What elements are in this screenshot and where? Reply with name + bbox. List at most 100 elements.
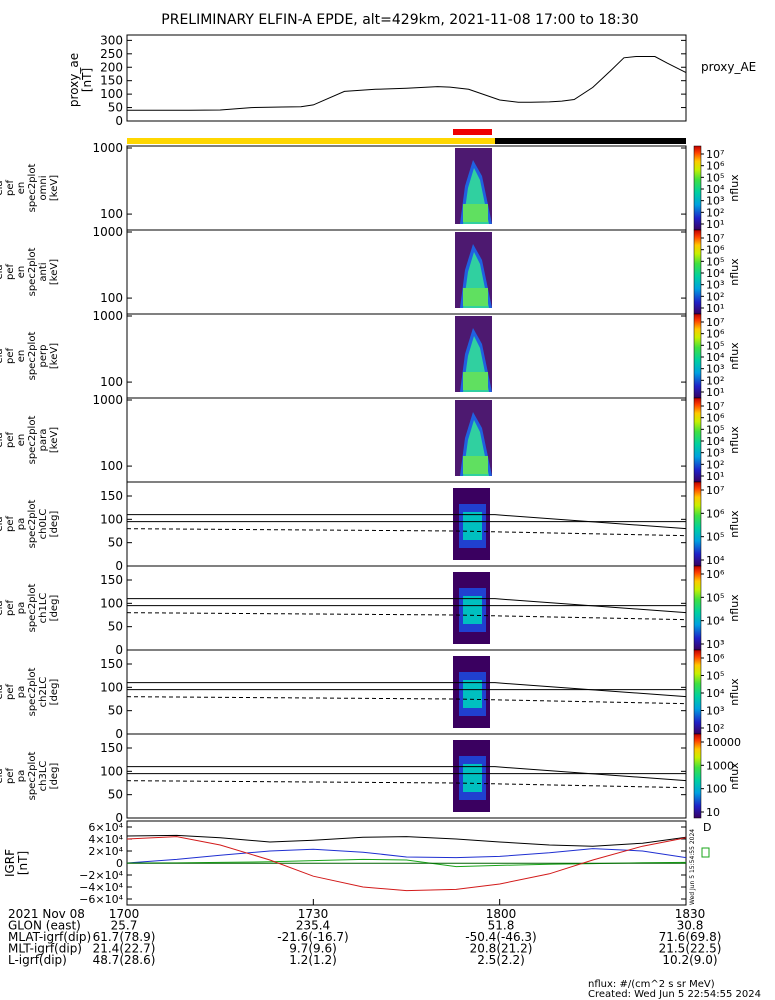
colorbar-tick-label: 10² (706, 374, 724, 387)
panel-anti: 1001000elapefenspec2plotanti[keV]10⁷10⁶1… (0, 225, 741, 315)
y-tick-label: 50 (108, 536, 123, 550)
y-tick-label: 1000 (92, 141, 123, 155)
ylabel-line: spec2plot (27, 584, 38, 633)
anti-loss-cone-line (126, 612, 687, 621)
y-tick-label: 0 (115, 811, 123, 825)
flux-peak (463, 456, 488, 474)
igrf-series (126, 834, 687, 905)
panel-ylabel: elapefpaspec2plotch0LC[deg] (0, 500, 60, 549)
igrf-tick-label: 0 (116, 857, 123, 870)
colorbar-tick-label: 100 (706, 783, 727, 796)
colorbar-tick-label: 10⁴ (706, 435, 725, 448)
panel-para: 1001000elapefenspec2plotpara[keV]10⁷10⁶1… (0, 393, 741, 483)
ylabel-line: pef (5, 516, 16, 533)
y-tick-label: 150 (100, 573, 123, 587)
colorbar-tick-label: 10⁵ (706, 591, 724, 604)
footer-row-label: GLON (east) (8, 919, 81, 933)
colorbar-tick-label: 10⁴ (706, 687, 725, 700)
footer-value: 21.4(22.7) (93, 942, 156, 956)
colorbar-tick-label: 1000 (706, 759, 734, 772)
colorbar-label: nflux (728, 510, 741, 538)
orbit-status-bar (127, 129, 686, 144)
colorbar-tick-label: 10 (706, 806, 720, 819)
panel-ch2LC: 050100150elapefpaspec2plotch2LC[deg]10⁶1… (0, 649, 741, 741)
side-timestamp: Wed Jun 5 15:54:55 2024 (689, 829, 696, 905)
colorbar-tick-label: 10⁴ (706, 554, 725, 567)
flux-peak (463, 372, 488, 390)
colorbar-tick-label: 10⁴ (706, 615, 725, 628)
ylabel-line: en (16, 182, 27, 195)
ylabel-line: ela (0, 768, 5, 783)
colorbar-tick-label: 10⁴ (706, 351, 725, 364)
pa-flux-high (463, 680, 482, 708)
colorbar-tick-label: 10² (706, 458, 724, 471)
footer-row: L-igrf(dip) 48.7(28.6) 1.2(1.2) 2.5(2.2) 10.… (8, 953, 718, 967)
colorbar-label: nflux (728, 678, 741, 706)
y-tick-label: 1000 (92, 393, 123, 407)
y-tick-label: 150 (100, 741, 123, 755)
panel-ch3LC: 0 50 100 150 elapefpaspec2plotch3LC[deg] 1000… (0, 733, 741, 825)
colorbar-gradient (693, 229, 702, 315)
y-tick-label: 0 (115, 643, 123, 657)
ylabel-line: pa (16, 518, 27, 530)
colorbar: 10⁶ 10⁵ 10⁴ 10³ nflux (693, 565, 741, 651)
panel-ylabel: elapefenspec2plotomni[keV] (0, 164, 60, 213)
panel-axes (126, 565, 687, 651)
y-tick-label: 50 (108, 620, 123, 634)
colorbar-tick-label: 10¹ (706, 302, 724, 315)
anti-loss-cone-line (126, 696, 687, 705)
ae-tick-label: 250 (100, 47, 123, 61)
ylabel-line: [deg] (49, 595, 60, 622)
colorbar-tick-label: 10² (706, 206, 724, 219)
ylabel-line: spec2plot (27, 500, 38, 549)
ylabel-line: spec2plot (27, 668, 38, 717)
colorbar-gradient (693, 145, 702, 231)
igrf-line-black (126, 834, 687, 847)
panel-axes (126, 397, 687, 483)
loss-cone-line (127, 514, 687, 530)
footer-row-label: MLT-igrf(dip) (8, 942, 82, 956)
colorbar-label: nflux (728, 762, 741, 790)
loss-cone-line (127, 682, 687, 698)
panel-axes (126, 313, 687, 399)
footer-row: MLAT-igrf(dip) 61.7(78.9) -21.6(-16.7) -50.… (8, 930, 721, 944)
colorbar-tick-label: 10⁶ (706, 412, 725, 425)
footer-value: 30.8 (677, 919, 704, 933)
ylabel-line: [keV] (49, 259, 60, 285)
y-tick-label: 150 (100, 489, 123, 503)
ylabel-line: spec2plot (27, 332, 38, 381)
panel-ylabel: elapefenspec2plotanti[keV] (0, 248, 60, 297)
ae-tick-label: 0 (115, 114, 123, 128)
ylabel-line: spec2plot (27, 164, 38, 213)
colorbar: 10⁷ 10⁶ 10⁵ 10⁴ nflux (693, 481, 741, 567)
colorbar-tick-label: 10² (706, 722, 724, 735)
colorbar-tick-label: 10⁶ (706, 507, 725, 520)
colorbar-tick-label: 10³ (706, 195, 724, 208)
anti-loss-cone-line (126, 528, 687, 537)
footer-value: 25.7 (111, 919, 138, 933)
footer-value: -21.6(-16.7) (277, 930, 348, 944)
ylabel-line: [deg] (49, 511, 60, 538)
footer-value: 51.8 (488, 919, 515, 933)
igrf-tick-label: −2×10⁴ (79, 869, 123, 882)
panel-ch1LC: 050100150elapefpaspec2plotch1LC[deg]10⁶1… (0, 565, 741, 657)
footer-row: GLON (east) 25.7 235.4 51.8 30.8 (8, 919, 703, 933)
loss-cone-line (127, 766, 687, 782)
colorbar-label: nflux (728, 594, 741, 622)
ylabel-line: ela (0, 432, 5, 447)
y-tick-label: 100 (100, 291, 123, 305)
y-tick-label: 1000 (92, 309, 123, 323)
science-zone-red-bar (453, 129, 492, 135)
y-tick-label: 100 (100, 764, 123, 778)
colorbar-tick-label: 10⁵ (706, 670, 724, 683)
status-bar-yellow (127, 138, 495, 144)
colorbar-tick-label: 10⁴ (706, 183, 725, 196)
panel-perp: 1001000elapefenspec2plotperp[keV]10⁷10⁶1… (0, 309, 741, 399)
colorbar-tick-label: 10⁷ (706, 484, 724, 497)
colorbar-label: nflux (728, 426, 741, 454)
proxy-ae-legend: proxy_AE (701, 60, 756, 74)
